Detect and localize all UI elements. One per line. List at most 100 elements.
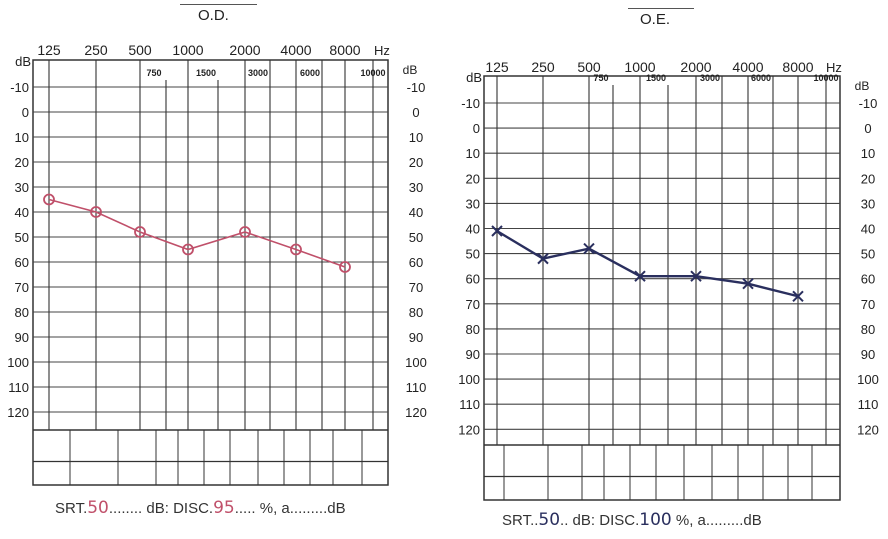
x-minor-tick-label: 3000 xyxy=(700,73,720,83)
y-axis-unit-left: dB xyxy=(466,70,482,85)
series-line xyxy=(48,198,346,268)
y-tick-label-right: 70 xyxy=(861,297,875,312)
y-tick-label-right: 100 xyxy=(405,355,427,370)
y-tick-label-right: 90 xyxy=(861,347,875,362)
x-axis-unit: Hz xyxy=(374,43,390,58)
data-point-circle xyxy=(239,226,251,238)
disc-value: 95 xyxy=(213,498,235,518)
x-tick-label: 250 xyxy=(531,59,555,75)
x-minor-tick-label: 750 xyxy=(593,73,608,83)
x-tick-label: 1000 xyxy=(172,42,203,58)
y-tick-label-right: 110 xyxy=(858,397,879,412)
y-tick-label-right: 100 xyxy=(857,372,879,387)
y-tick-label-left: 80 xyxy=(466,322,480,337)
srt-label: SRT. xyxy=(55,500,88,517)
y-tick-label-right: 80 xyxy=(861,322,875,337)
disc-dots: ..... xyxy=(234,500,256,517)
y-tick-label-right: 60 xyxy=(409,255,423,270)
y-tick-label-right: -10 xyxy=(407,80,426,95)
y-tick-label-left: 50 xyxy=(466,247,480,262)
y-tick-label-right: 30 xyxy=(861,196,875,211)
x-minor-tick-label: 10000 xyxy=(360,68,385,78)
chart-title-oe: O.E. xyxy=(628,8,695,28)
y-tick-label-left: 10 xyxy=(15,130,29,145)
x-tick-label: 8000 xyxy=(782,59,813,75)
footer-oe: SRT..50.. dB: DISC.100 %, a.........dB xyxy=(502,510,762,530)
data-point-x xyxy=(792,290,804,302)
srt-dots: ........ xyxy=(108,500,143,517)
y-tick-label-left: 90 xyxy=(466,347,480,362)
data-point-x xyxy=(537,252,549,265)
y-axis-unit-right: dB xyxy=(855,79,870,93)
y-tick-label-right: 20 xyxy=(409,155,423,170)
y-tick-label-left: 60 xyxy=(15,255,29,270)
chart-title-od: O.D. xyxy=(180,4,257,24)
y-tick-label-right: 10 xyxy=(861,146,875,161)
y-tick-label-left: 120 xyxy=(7,405,29,420)
y-tick-label-left: 0 xyxy=(473,121,480,136)
y-tick-label-right: 30 xyxy=(409,180,423,195)
y-tick-label-left: 110 xyxy=(8,380,29,395)
y-tick-label-left: 70 xyxy=(15,280,29,295)
y-tick-label-right: 20 xyxy=(861,171,875,186)
y-tick-label-right: 10 xyxy=(409,130,423,145)
y-tick-label-right: 80 xyxy=(409,305,423,320)
y-axis-unit-right: dB xyxy=(403,63,418,77)
data-point-x xyxy=(742,278,754,290)
disc-label: dB: DISC. xyxy=(568,512,640,529)
y-tick-label-right: 120 xyxy=(857,422,879,437)
x-tick-label: 4000 xyxy=(732,59,763,75)
y-tick-label-left: 10 xyxy=(466,146,480,161)
data-point-circle xyxy=(339,261,351,273)
x-tick-label: 500 xyxy=(577,59,601,75)
x-minor-tick-label: 3000 xyxy=(248,68,268,78)
y-tick-label-left: 120 xyxy=(458,422,480,437)
y-tick-label-right: 40 xyxy=(409,205,423,220)
x-tick-label: 125 xyxy=(485,59,509,75)
y-tick-label-right: 70 xyxy=(409,280,423,295)
x-minor-tick-label: 1500 xyxy=(196,68,216,78)
x-minor-tick-label: 6000 xyxy=(300,68,320,78)
x-tick-label: 8000 xyxy=(329,42,360,58)
x-minor-tick-label: 6000 xyxy=(751,73,771,83)
srt-label: SRT.. xyxy=(502,512,539,529)
data-point-circle xyxy=(182,243,194,256)
x-tick-label: 1000 xyxy=(624,59,655,75)
x-minor-tick-label: 10000 xyxy=(813,73,838,83)
x-minor-tick-label: 1500 xyxy=(646,73,666,83)
y-tick-label-left: 60 xyxy=(466,272,480,287)
x-tick-label: 2000 xyxy=(229,42,260,58)
y-tick-label-right: 40 xyxy=(861,222,875,237)
disc-label: dB: DISC. xyxy=(142,500,214,517)
footer-od: SRT.50........ dB: DISC.95..... %, a....… xyxy=(55,498,346,518)
y-tick-label-left: 80 xyxy=(15,305,29,320)
y-tick-label-right: 90 xyxy=(409,330,423,345)
srt-value: 50 xyxy=(87,498,109,518)
y-tick-label-right: 60 xyxy=(861,272,875,287)
y-tick-label-left: 90 xyxy=(15,330,29,345)
disc-value: 100 xyxy=(639,510,672,530)
y-tick-label-left: 110 xyxy=(459,397,480,412)
y-tick-label-right: 120 xyxy=(405,405,427,420)
y-tick-label-left: -10 xyxy=(461,96,480,111)
y-tick-label-left: 20 xyxy=(15,155,29,170)
x-tick-label: 4000 xyxy=(280,42,311,58)
data-point-circle xyxy=(134,226,146,238)
data-point-x xyxy=(690,270,702,282)
y-axis-unit-left: dB xyxy=(15,54,31,69)
srt-dots: .. xyxy=(560,512,569,529)
x-minor-tick-label: 750 xyxy=(146,68,161,78)
footer-rest: %, a.........dB xyxy=(255,500,346,517)
y-tick-label-right: 50 xyxy=(861,247,875,262)
y-tick-label-left: -10 xyxy=(10,80,29,95)
x-tick-label: 500 xyxy=(128,42,152,58)
y-tick-label-left: 20 xyxy=(466,171,480,186)
data-point-x xyxy=(634,270,646,282)
srt-value: 50 xyxy=(538,510,561,530)
data-point-circle xyxy=(43,193,55,206)
data-point-x xyxy=(491,225,503,237)
data-point-circle xyxy=(90,206,102,218)
y-tick-label-left: 40 xyxy=(466,222,480,237)
data-point-circle xyxy=(290,243,302,256)
